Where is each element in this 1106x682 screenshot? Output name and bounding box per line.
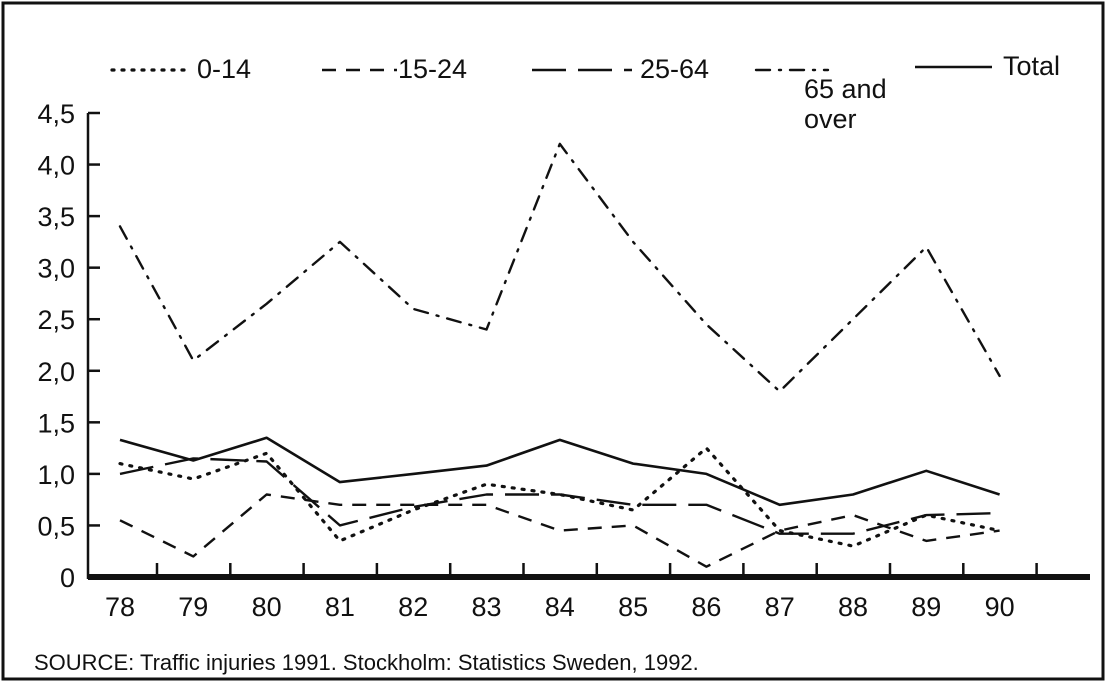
x-tick-label: 90 [985, 592, 1015, 622]
x-tick-label: 78 [105, 592, 135, 622]
x-axis: 78 79 80 81 82 83 84 85 86 87 88 89 90 [88, 563, 1090, 622]
y-tick-label: 4,5 [37, 99, 75, 129]
x-tick-label: 84 [545, 592, 575, 622]
y-tick-label: 0,5 [37, 511, 75, 541]
series-line-total [119, 436, 1000, 507]
legend-label: 15-24 [398, 54, 467, 84]
legend-label: 0-14 [197, 54, 251, 84]
y-tick-label: 4,0 [37, 151, 75, 181]
x-tick-label: 89 [911, 592, 941, 622]
legend-label: Total [1003, 51, 1060, 81]
y-tick-label: 1,5 [37, 408, 75, 438]
x-tick-label: 81 [325, 592, 355, 622]
x-tick-label: 85 [618, 592, 648, 622]
legend-label: 65 and over [804, 74, 887, 134]
series-line-65-and-over [118, 142, 1001, 393]
y-tick-label: 3,0 [37, 254, 75, 284]
chart-legend: 0-14 15-24 25-64 65 and over Total [110, 51, 1060, 134]
y-tick-label: 3,5 [37, 202, 75, 232]
x-tick-label: 86 [691, 592, 721, 622]
x-tick-label: 88 [838, 592, 868, 622]
x-tick-label: 80 [252, 592, 282, 622]
x-tick-label: 87 [765, 592, 795, 622]
source-note: SOURCE: Traffic injuries 1991. Stockholm… [34, 650, 699, 675]
y-tick-label: 2,0 [37, 357, 75, 387]
x-tick-label: 83 [471, 592, 501, 622]
legend-label: 25-64 [640, 54, 709, 84]
x-tick-label: 79 [178, 592, 208, 622]
y-axis: 0 0,5 1,0 1,5 2,0 2,5 3,0 3,5 4,0 4,5 [37, 99, 100, 593]
series-line-0-14 [118, 446, 1002, 548]
series-line-15-24 [119, 493, 1000, 568]
series-layer [118, 142, 1002, 568]
y-tick-label: 2,5 [37, 305, 75, 335]
x-tick-label: 82 [398, 592, 428, 622]
y-tick-label: 0 [60, 563, 75, 593]
series-line-25-64 [119, 457, 1000, 535]
y-tick-label: 1,0 [37, 460, 75, 490]
